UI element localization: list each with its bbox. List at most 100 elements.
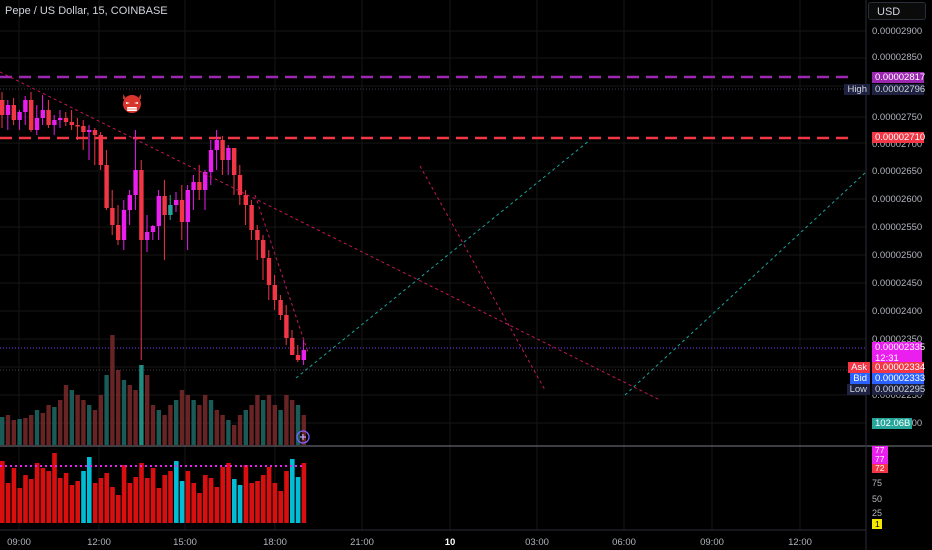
time-tick: 12:00 xyxy=(87,537,111,548)
price-tick: 0.00002650 xyxy=(872,166,923,177)
currency-button[interactable]: USD xyxy=(868,2,926,20)
oscillator-bar xyxy=(81,471,86,523)
candle-body xyxy=(116,225,121,240)
ask-price-label: 0.00002334 xyxy=(872,362,925,373)
candle-body xyxy=(168,205,173,215)
projection-up-2 xyxy=(624,171,867,396)
candle-body xyxy=(104,165,109,208)
oscillator-bar xyxy=(249,483,254,523)
candle-body xyxy=(40,110,45,118)
oscillator-bar xyxy=(191,483,196,523)
oscillator-bar xyxy=(185,471,191,523)
oscillator-bar xyxy=(174,461,179,523)
candle-body xyxy=(52,120,57,125)
volume-bar xyxy=(174,400,179,445)
candle-body xyxy=(214,140,219,150)
oscillator-bar xyxy=(197,493,202,523)
last-price-value: 0.00002335 xyxy=(875,342,926,353)
oscillator-bar xyxy=(162,475,167,523)
time-tick: 09:00 xyxy=(7,537,31,548)
oscillator-bar xyxy=(214,487,220,523)
volume-bar xyxy=(52,407,57,445)
oscillator-bar xyxy=(127,483,133,523)
volume-bar xyxy=(168,405,173,445)
candle-body xyxy=(69,122,74,125)
price-tick: 0.00002750 xyxy=(872,112,923,123)
candle-body xyxy=(203,172,208,190)
oscillator-bar xyxy=(266,467,272,523)
candle-body xyxy=(150,226,156,232)
candle-body xyxy=(191,182,196,190)
price-tick: 0.00002350 xyxy=(872,334,923,345)
oscillator-bar xyxy=(23,475,28,523)
time-tick: 15:00 xyxy=(173,537,197,548)
volume-bar xyxy=(203,395,208,445)
volume-bar xyxy=(278,410,283,445)
grid xyxy=(0,0,866,530)
plus-circle-icon[interactable] xyxy=(296,430,310,444)
trendline-steep xyxy=(254,194,309,353)
volume-bar xyxy=(69,390,74,445)
projection-up-1 xyxy=(295,139,591,379)
oscillator-bar xyxy=(121,465,127,523)
price-tick: 0.00002700 xyxy=(872,139,923,150)
candle-body xyxy=(272,285,277,300)
candle-body xyxy=(34,118,40,130)
volume-bar xyxy=(58,400,63,445)
candle-body xyxy=(278,300,283,315)
time-tick: 21:00 xyxy=(350,537,374,548)
time-tick: 18:00 xyxy=(263,537,287,548)
oscillator-bar xyxy=(290,459,295,523)
candle-body xyxy=(0,100,5,115)
volume-bar xyxy=(5,415,11,445)
oscillator-bar xyxy=(29,479,34,523)
candle-body xyxy=(81,126,86,132)
oscillator-bar xyxy=(226,463,231,523)
volume-bar xyxy=(75,395,80,445)
oscillator-bar xyxy=(243,465,249,523)
volume-bar xyxy=(40,413,45,445)
volume-bar xyxy=(23,418,28,445)
oscillator-bar xyxy=(150,468,156,523)
candle-body xyxy=(220,140,225,160)
volume-bar xyxy=(295,405,301,445)
osc-value-3: 72 xyxy=(872,464,888,473)
oscillator-bar xyxy=(52,453,57,523)
oscillator-bar xyxy=(272,483,278,523)
candle-body xyxy=(11,105,16,120)
oscillator-bar xyxy=(92,483,98,523)
price-tick: 0.00002900 xyxy=(872,26,923,37)
volume-bar xyxy=(301,415,306,445)
candle-body xyxy=(29,100,34,130)
volume-bar xyxy=(0,417,5,445)
oscillator-bar xyxy=(11,468,17,523)
oscillator-bar xyxy=(232,479,237,523)
oscillator-bar xyxy=(17,488,22,523)
volume-bar xyxy=(290,400,295,445)
oscillator-bar xyxy=(301,463,307,523)
volume-bar xyxy=(81,400,86,445)
oscillator-bar xyxy=(295,477,301,523)
candle-body xyxy=(249,205,254,230)
oscillator-bar xyxy=(110,487,115,523)
oscillator-bar xyxy=(104,473,109,523)
volume-bar xyxy=(116,370,121,445)
candle-body xyxy=(179,200,185,222)
candle-body xyxy=(237,175,243,195)
time-tick: 09:00 xyxy=(700,537,724,548)
price-tick: 0.00002550 xyxy=(872,222,923,233)
level-red-label: 0.00002710 xyxy=(872,132,925,143)
candle-body xyxy=(23,100,28,112)
oscillator-bar xyxy=(278,491,283,523)
candle-body xyxy=(63,118,69,122)
devil-mask-icon xyxy=(123,94,141,113)
price-tick: 0.00002250 xyxy=(872,390,923,401)
horizontal-levels xyxy=(0,75,866,371)
candle-body xyxy=(17,112,22,120)
price-tick: 0.00002400 xyxy=(872,306,923,317)
volume-bars xyxy=(0,335,306,445)
volume-bar xyxy=(220,415,225,445)
oscillator-bar xyxy=(0,461,5,523)
osc-tick-25: 25 xyxy=(872,508,883,518)
